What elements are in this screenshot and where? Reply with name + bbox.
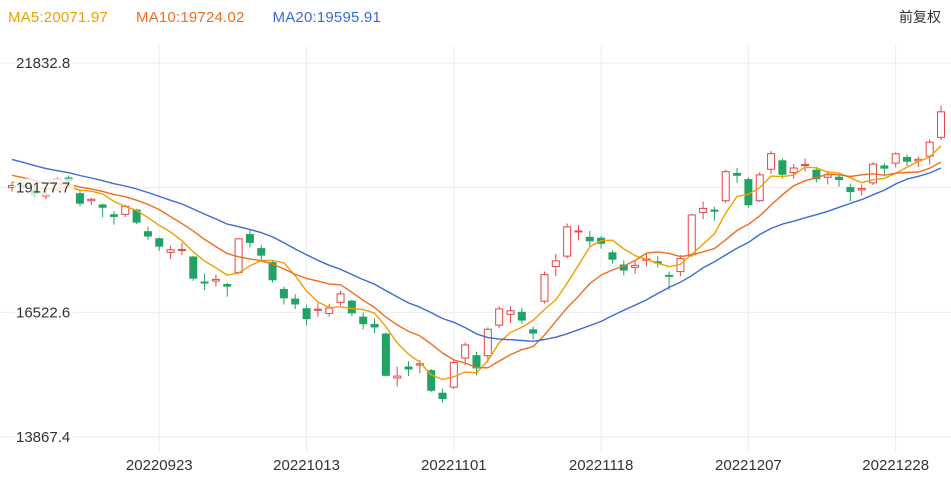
candle[interactable] xyxy=(370,318,379,334)
candle[interactable] xyxy=(529,326,538,340)
candle[interactable] xyxy=(393,366,402,387)
candle[interactable] xyxy=(200,273,209,291)
candle[interactable] xyxy=(302,304,311,326)
ma20-line xyxy=(11,158,942,342)
candle[interactable] xyxy=(189,255,198,281)
candles-layer xyxy=(8,105,945,403)
candle[interactable] xyxy=(472,351,481,376)
x-axis-label: 20221101 xyxy=(421,457,487,474)
candle[interactable] xyxy=(846,183,855,202)
candle[interactable] xyxy=(245,229,254,248)
candle[interactable] xyxy=(427,368,436,392)
x-axis-label: 20221228 xyxy=(862,457,929,474)
candle[interactable] xyxy=(925,139,934,165)
candle[interactable] xyxy=(223,282,232,297)
candle[interactable] xyxy=(721,169,730,204)
candle[interactable] xyxy=(631,261,640,274)
candle[interactable] xyxy=(801,158,810,172)
candle[interactable] xyxy=(699,201,708,220)
ma5-line xyxy=(11,145,942,381)
ma10-line xyxy=(11,161,942,369)
candle[interactable] xyxy=(835,174,844,187)
candle[interactable] xyxy=(710,206,719,221)
candle[interactable] xyxy=(155,237,164,251)
candle[interactable] xyxy=(438,388,447,403)
candle[interactable] xyxy=(789,164,798,180)
candle[interactable] xyxy=(359,312,368,330)
candle[interactable] xyxy=(563,223,572,259)
x-axis-label: 20221118 xyxy=(569,457,634,474)
ma20-label: MA20:19595.91 xyxy=(272,8,382,26)
candle[interactable] xyxy=(109,211,118,225)
candle[interactable] xyxy=(823,171,832,185)
candle[interactable] xyxy=(461,342,470,365)
grid-lines xyxy=(0,46,951,452)
candle[interactable] xyxy=(449,359,458,390)
candle[interactable] xyxy=(483,327,492,363)
candle[interactable] xyxy=(517,307,526,324)
candle[interactable] xyxy=(313,303,322,317)
candle[interactable] xyxy=(177,242,186,256)
candle[interactable] xyxy=(551,253,560,277)
candle[interactable] xyxy=(608,250,617,264)
candle[interactable] xyxy=(75,190,84,207)
candle[interactable] xyxy=(404,361,413,377)
candle[interactable] xyxy=(733,167,742,183)
candle[interactable] xyxy=(687,213,696,258)
y-axis-label: 16522.6 xyxy=(16,304,70,321)
candle[interactable] xyxy=(880,163,889,175)
candle[interactable] xyxy=(257,244,266,261)
candle[interactable] xyxy=(812,166,821,183)
candle[interactable] xyxy=(574,225,583,241)
candle[interactable] xyxy=(585,230,594,247)
candle[interactable] xyxy=(937,105,945,141)
ma10-label: MA10:19724.02 xyxy=(135,8,245,26)
chart-header: MA5:20071.97 MA10:19724.02 MA20:19595.91… xyxy=(8,7,941,27)
candle[interactable] xyxy=(166,245,175,260)
x-axis-labels: 20220923 20221013 20221101 20221118 20221207… xyxy=(126,457,929,474)
candle[interactable] xyxy=(87,197,96,206)
candle[interactable] xyxy=(767,150,776,174)
candle[interactable] xyxy=(291,294,300,310)
candle[interactable] xyxy=(98,203,107,218)
candle[interactable] xyxy=(903,154,912,166)
candle[interactable] xyxy=(619,260,628,276)
x-axis-label: 20221207 xyxy=(715,457,782,474)
y-axis-labels: 13867.4 16522.6 19177.7 21832.8 xyxy=(14,54,74,446)
candle[interactable] xyxy=(857,184,866,196)
candle[interactable] xyxy=(211,274,220,287)
candle[interactable] xyxy=(540,271,549,304)
ma5-label: MA5:20071.97 xyxy=(8,8,108,26)
candle[interactable] xyxy=(381,332,390,377)
y-axis-label: 19177.7 xyxy=(16,180,70,197)
candle[interactable] xyxy=(778,158,787,179)
adjustment-mode-button[interactable]: 前复权 xyxy=(899,9,941,25)
candle[interactable] xyxy=(506,306,515,324)
candle[interactable] xyxy=(891,152,900,168)
candle[interactable] xyxy=(495,306,504,328)
y-axis-label: 13867.4 xyxy=(16,429,70,446)
candle[interactable] xyxy=(336,290,345,306)
candle[interactable] xyxy=(279,286,288,305)
candle[interactable] xyxy=(143,226,152,240)
x-axis-label: 20220923 xyxy=(126,457,193,474)
x-axis-label: 20221013 xyxy=(273,457,340,474)
y-axis-label: 21832.8 xyxy=(16,55,70,72)
